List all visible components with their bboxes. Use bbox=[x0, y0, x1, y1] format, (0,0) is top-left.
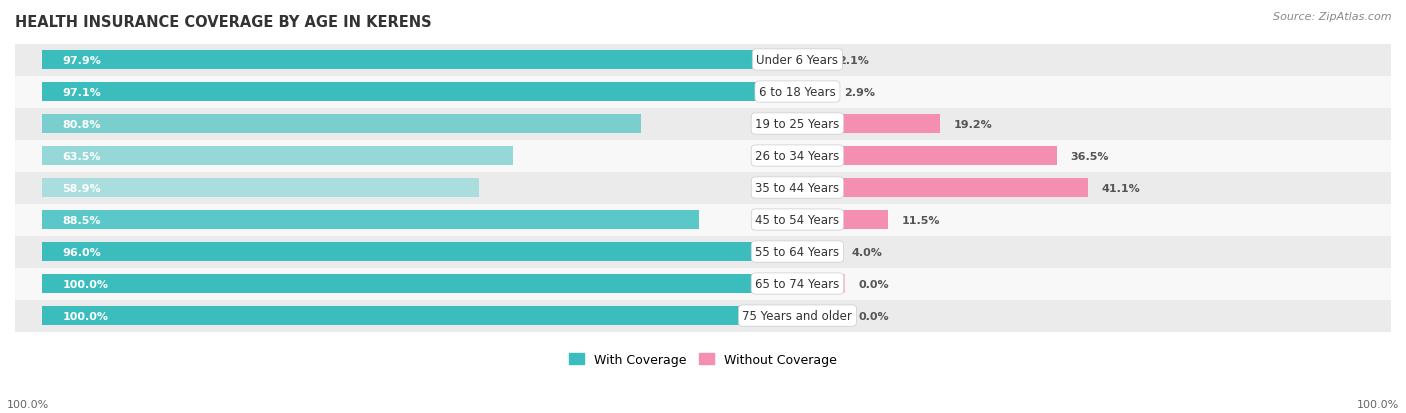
Bar bbox=[0, 204, 1406, 236]
Bar bbox=[811, 178, 1088, 198]
Bar bbox=[811, 306, 845, 326]
Bar bbox=[0, 268, 1406, 300]
Bar bbox=[0, 45, 1406, 76]
Text: 75 Years and older: 75 Years and older bbox=[742, 309, 852, 322]
Bar bbox=[42, 210, 699, 230]
Text: 97.9%: 97.9% bbox=[62, 55, 101, 65]
Text: 36.5%: 36.5% bbox=[1070, 151, 1109, 161]
Bar bbox=[0, 108, 1406, 140]
Bar bbox=[811, 242, 838, 262]
Bar bbox=[42, 178, 479, 198]
Text: 100.0%: 100.0% bbox=[1357, 399, 1399, 409]
Bar bbox=[42, 146, 513, 166]
Text: 35 to 44 Years: 35 to 44 Years bbox=[755, 182, 839, 195]
Bar bbox=[811, 146, 1057, 166]
Text: 80.8%: 80.8% bbox=[62, 119, 101, 129]
Text: 88.5%: 88.5% bbox=[62, 215, 101, 225]
Text: 6 to 18 Years: 6 to 18 Years bbox=[759, 86, 835, 99]
Text: 45 to 54 Years: 45 to 54 Years bbox=[755, 214, 839, 226]
Text: 0.0%: 0.0% bbox=[858, 311, 889, 321]
Text: Source: ZipAtlas.com: Source: ZipAtlas.com bbox=[1274, 12, 1392, 22]
Bar bbox=[42, 306, 785, 326]
Text: 11.5%: 11.5% bbox=[903, 215, 941, 225]
Bar bbox=[0, 300, 1406, 332]
Bar bbox=[42, 274, 785, 294]
Text: 19 to 25 Years: 19 to 25 Years bbox=[755, 118, 839, 131]
Text: 19.2%: 19.2% bbox=[953, 119, 993, 129]
Bar bbox=[811, 114, 941, 134]
Text: 41.1%: 41.1% bbox=[1102, 183, 1140, 193]
Text: 55 to 64 Years: 55 to 64 Years bbox=[755, 245, 839, 259]
Bar bbox=[811, 274, 845, 294]
Legend: With Coverage, Without Coverage: With Coverage, Without Coverage bbox=[564, 348, 842, 371]
Text: 63.5%: 63.5% bbox=[62, 151, 101, 161]
Bar bbox=[0, 172, 1406, 204]
Text: 100.0%: 100.0% bbox=[62, 279, 108, 289]
Bar bbox=[0, 140, 1406, 172]
Text: 96.0%: 96.0% bbox=[62, 247, 101, 257]
Bar bbox=[811, 50, 825, 70]
Text: 26 to 34 Years: 26 to 34 Years bbox=[755, 150, 839, 163]
Text: 97.1%: 97.1% bbox=[62, 87, 101, 97]
Bar bbox=[811, 210, 889, 230]
Bar bbox=[42, 50, 768, 70]
Bar bbox=[42, 83, 762, 102]
Text: Under 6 Years: Under 6 Years bbox=[756, 54, 838, 67]
Text: 2.1%: 2.1% bbox=[838, 55, 869, 65]
Bar bbox=[42, 242, 754, 262]
Text: 65 to 74 Years: 65 to 74 Years bbox=[755, 278, 839, 290]
Text: 100.0%: 100.0% bbox=[62, 311, 108, 321]
Bar bbox=[0, 76, 1406, 108]
Bar bbox=[811, 83, 831, 102]
Text: 4.0%: 4.0% bbox=[852, 247, 883, 257]
Text: HEALTH INSURANCE COVERAGE BY AGE IN KERENS: HEALTH INSURANCE COVERAGE BY AGE IN KERE… bbox=[15, 15, 432, 30]
Text: 2.9%: 2.9% bbox=[844, 87, 875, 97]
Text: 0.0%: 0.0% bbox=[858, 279, 889, 289]
Bar bbox=[42, 114, 641, 134]
Text: 58.9%: 58.9% bbox=[62, 183, 101, 193]
Text: 100.0%: 100.0% bbox=[7, 399, 49, 409]
Bar bbox=[0, 236, 1406, 268]
